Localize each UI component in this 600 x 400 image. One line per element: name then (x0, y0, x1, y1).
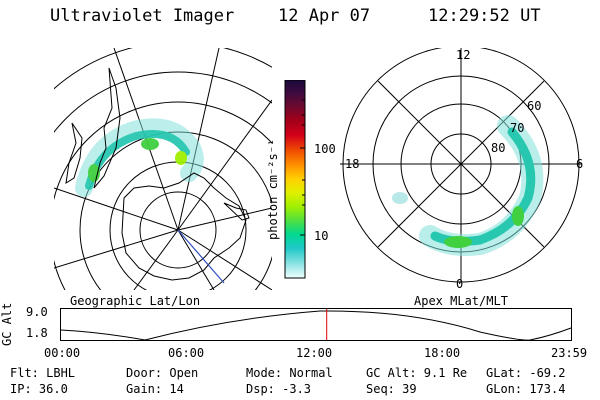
time-tick-0000: 00:00 (44, 346, 81, 360)
mlt-label-12: 12 (456, 48, 471, 62)
apex-caption: Apex MLat/MLT (414, 294, 508, 308)
gc-alt-info: GC Alt: 9.1 Re (366, 366, 468, 380)
seq-info: Seq: 39 (366, 382, 417, 396)
geographic-map (54, 48, 272, 290)
mode-info: Mode: Normal (246, 366, 333, 380)
gain-info: Gain: 14 (126, 382, 184, 396)
orbit-altitude-timeline (60, 308, 572, 341)
time-tick-1200: 12:00 (296, 346, 333, 360)
gc-alt-tick-1-8: 1.8 (26, 326, 48, 340)
mlat-label-70: 70 (510, 121, 525, 135)
aurora-emission-right (392, 115, 544, 256)
instrument-title: Ultraviolet Imager (50, 6, 235, 26)
time-tick-1800: 18:00 (424, 346, 461, 360)
colorbar-unit-label: photon cm⁻²s⁻¹ (266, 138, 280, 240)
mlat-label-80: 80 (491, 141, 506, 155)
dsp-info: Dsp: -3.3 (246, 382, 312, 396)
mlt-label-6: 6 (576, 157, 584, 171)
filter-info: Flt: LBHL (10, 366, 76, 380)
gc-alt-axis-label: GC Alt (0, 302, 14, 346)
time-tick-0600: 06:00 (168, 346, 205, 360)
gc-alt-tick-9: 9.0 (26, 305, 48, 319)
colorbar-tick-100: 100 (314, 142, 336, 156)
colorbar (284, 80, 306, 279)
date-label: 12 Apr 07 (278, 6, 371, 26)
time-tick-2359: 23:59 (551, 346, 588, 360)
mlt-label-18: 18 (345, 157, 360, 171)
colorbar-tick-10: 10 (314, 229, 329, 243)
mlat-mlt-polar-plot (340, 48, 582, 283)
glon-info: GLon: 173.4 (486, 382, 566, 396)
mlt-label-0: 0 (456, 277, 464, 291)
door-info: Door: Open (126, 366, 199, 380)
aurora-emission-left (75, 118, 204, 197)
time-label: 12:29:52 UT (428, 6, 541, 26)
ip-info: IP: 36.0 (10, 382, 68, 396)
geographic-caption: Geographic Lat/Lon (70, 294, 201, 308)
mlat-label-60: 60 (527, 99, 542, 113)
glat-info: GLat: -69.2 (486, 366, 566, 380)
